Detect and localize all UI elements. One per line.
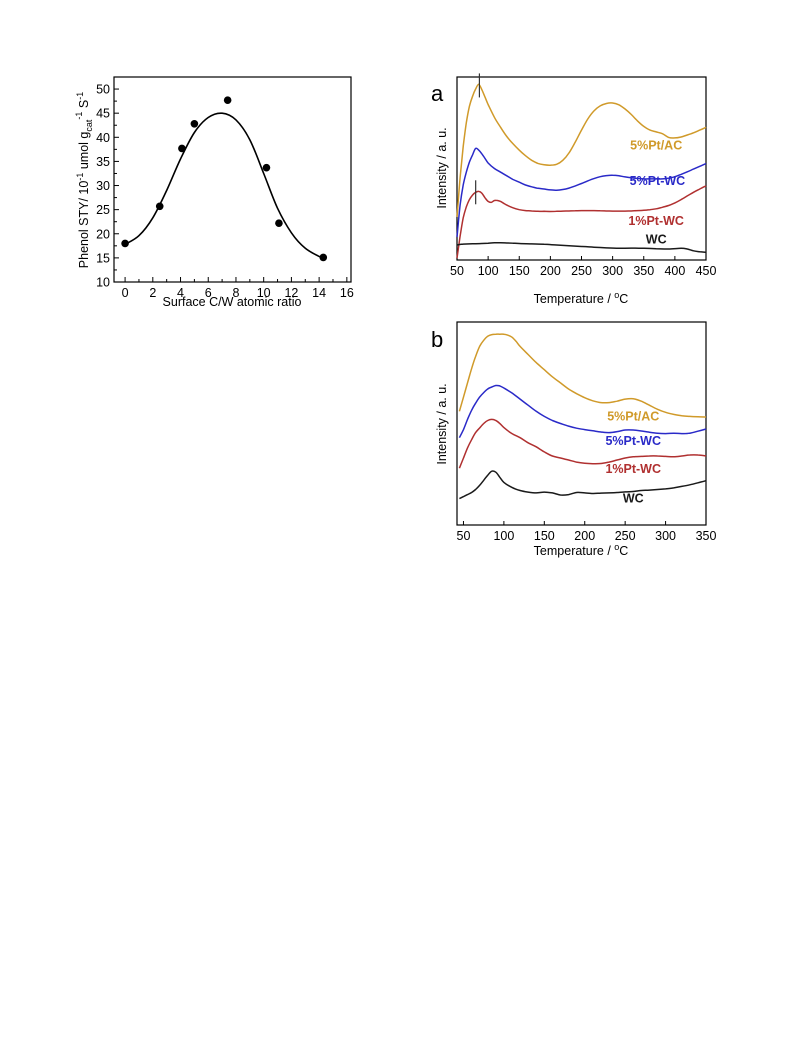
y-label-sub: cat	[84, 119, 94, 132]
x-label-sup: o	[614, 290, 619, 300]
y-label-mid1: umol g	[77, 132, 91, 173]
x-axis-label: Temperature / oC	[534, 542, 629, 558]
x-tick-label: 400	[664, 264, 685, 278]
x-label-text: Temperature /	[534, 544, 615, 558]
series-lines	[456, 83, 707, 259]
data-point	[262, 163, 271, 172]
x-tick-label: 14	[312, 286, 326, 300]
x-tick-label: 300	[655, 529, 676, 543]
series-label: 1%Pt-WC	[628, 214, 684, 228]
panel-label: a	[431, 81, 444, 106]
plot-frame	[456, 321, 707, 526]
data-point	[121, 239, 129, 248]
x-axis-ticks: 50 100 150 200 250 300 350 400 450	[450, 256, 716, 278]
series-line	[459, 470, 707, 500]
series-labels: 5%Pt/AC 5%Pt-WC 1%Pt-WC WC	[628, 138, 685, 246]
y-axis-label: Intensity / a. u.	[435, 127, 449, 208]
x-tick-label: 50	[457, 529, 471, 543]
series-label: 5%Pt-WC	[605, 434, 661, 448]
y-tick-label: 10	[96, 276, 110, 290]
x-tick-label: 450	[696, 264, 717, 278]
y-axis-label: Intensity / a. u.	[435, 383, 449, 464]
y-label-exp1: -1	[75, 173, 85, 181]
x-label-text: Temperature /	[534, 292, 615, 306]
x-tick-label: 10	[257, 286, 271, 300]
series-line	[456, 147, 707, 238]
x-axis-label: Temperature / oC	[534, 290, 629, 306]
series-line	[456, 242, 707, 254]
data-point	[155, 202, 164, 211]
series-line	[456, 83, 707, 218]
x-axis-ticks: 0 2 4 6 8 10 12 14 16	[122, 277, 354, 300]
x-label-unit: C	[619, 292, 628, 306]
y-label-exp2: -1	[74, 112, 84, 120]
x-tick-label: 12	[284, 286, 298, 300]
x-label-unit: C	[619, 544, 628, 558]
x-tick-label: 0	[122, 286, 129, 300]
x-axis-label: Surface C/W atomic ratio	[163, 295, 302, 309]
x-tick-label: 100	[493, 529, 514, 543]
x-tick-label: 350	[696, 529, 717, 543]
y-tick-label: 15	[96, 251, 110, 265]
x-tick-label: 8	[232, 286, 239, 300]
y-tick-label: 45	[96, 107, 110, 121]
y-axis-ticks: 10 15 20 25 30 35 40 45 50	[96, 83, 119, 290]
series-label: 5%Pt/AC	[630, 138, 682, 152]
x-axis-ticks: 50 100 150 200 250 300 350	[457, 521, 717, 543]
x-tick-label: 150	[534, 529, 555, 543]
x-tick-label: 50	[450, 264, 464, 278]
y-tick-label: 35	[96, 155, 110, 169]
data-point	[319, 253, 328, 262]
x-tick-label: 250	[615, 529, 636, 543]
y-tick-label: 20	[96, 227, 110, 241]
series-label: 5%Pt/AC	[607, 409, 659, 423]
y-tick-label: 30	[96, 179, 110, 193]
series-line	[458, 384, 707, 439]
x-label-sup: o	[614, 542, 619, 552]
series-line	[456, 185, 707, 259]
x-tick-label: 4	[177, 286, 184, 300]
x-tick-label: 250	[571, 264, 592, 278]
series-line	[458, 333, 707, 418]
series-lines	[458, 333, 707, 500]
y-label-main: Phenol STY/ 10	[77, 181, 91, 269]
y-tick-label: 40	[96, 131, 110, 145]
tpd-chart-b: b 50 100 150 200 250 300 350 5%Pt/AC 5%Pt-WC 1%P…	[431, 321, 717, 558]
plot-frame	[113, 76, 352, 283]
y-label-mid2: S	[77, 100, 91, 112]
series-label: 5%Pt-WC	[630, 174, 686, 188]
x-tick-label: 6	[205, 286, 212, 300]
y-label-exp3: -1	[75, 92, 85, 100]
y-tick-label: 50	[96, 83, 110, 97]
peak-markers	[475, 73, 481, 205]
x-tick-label: 100	[478, 264, 499, 278]
series-labels: 5%Pt/AC 5%Pt-WC 1%Pt-WC WC	[605, 409, 661, 505]
series-label: WC	[623, 492, 644, 506]
tpd-chart-a: a 50 100 150 200 250 300 350 400 450 5%Pt/AC5%Pt…	[431, 73, 716, 306]
x-tick-label: 200	[540, 264, 561, 278]
data-point	[178, 144, 186, 153]
x-tick-label: 150	[509, 264, 530, 278]
series-label: 1%Pt-WC	[605, 462, 661, 476]
panel-label: b	[431, 327, 443, 352]
x-tick-label: 300	[602, 264, 623, 278]
series-line	[458, 418, 707, 469]
data-point	[275, 219, 283, 227]
data-point	[190, 119, 199, 128]
data-point	[223, 96, 232, 104]
x-tick-label: 350	[633, 264, 654, 278]
data-points	[121, 96, 328, 262]
y-axis-label: Phenol STY/ 10-1 umol gcat-1 S-1	[74, 92, 94, 268]
stY-vs-cw-chart: 0 2 4 6 8 10 12 14 16 10 15 20 25 30 35 40 45 50 Surface…	[74, 76, 354, 309]
fit-curve	[124, 112, 323, 259]
x-tick-label: 16	[340, 286, 354, 300]
x-tick-label: 200	[574, 529, 595, 543]
series-label: WC	[646, 233, 667, 247]
x-tick-label: 2	[149, 286, 156, 300]
y-tick-label: 25	[96, 203, 110, 217]
